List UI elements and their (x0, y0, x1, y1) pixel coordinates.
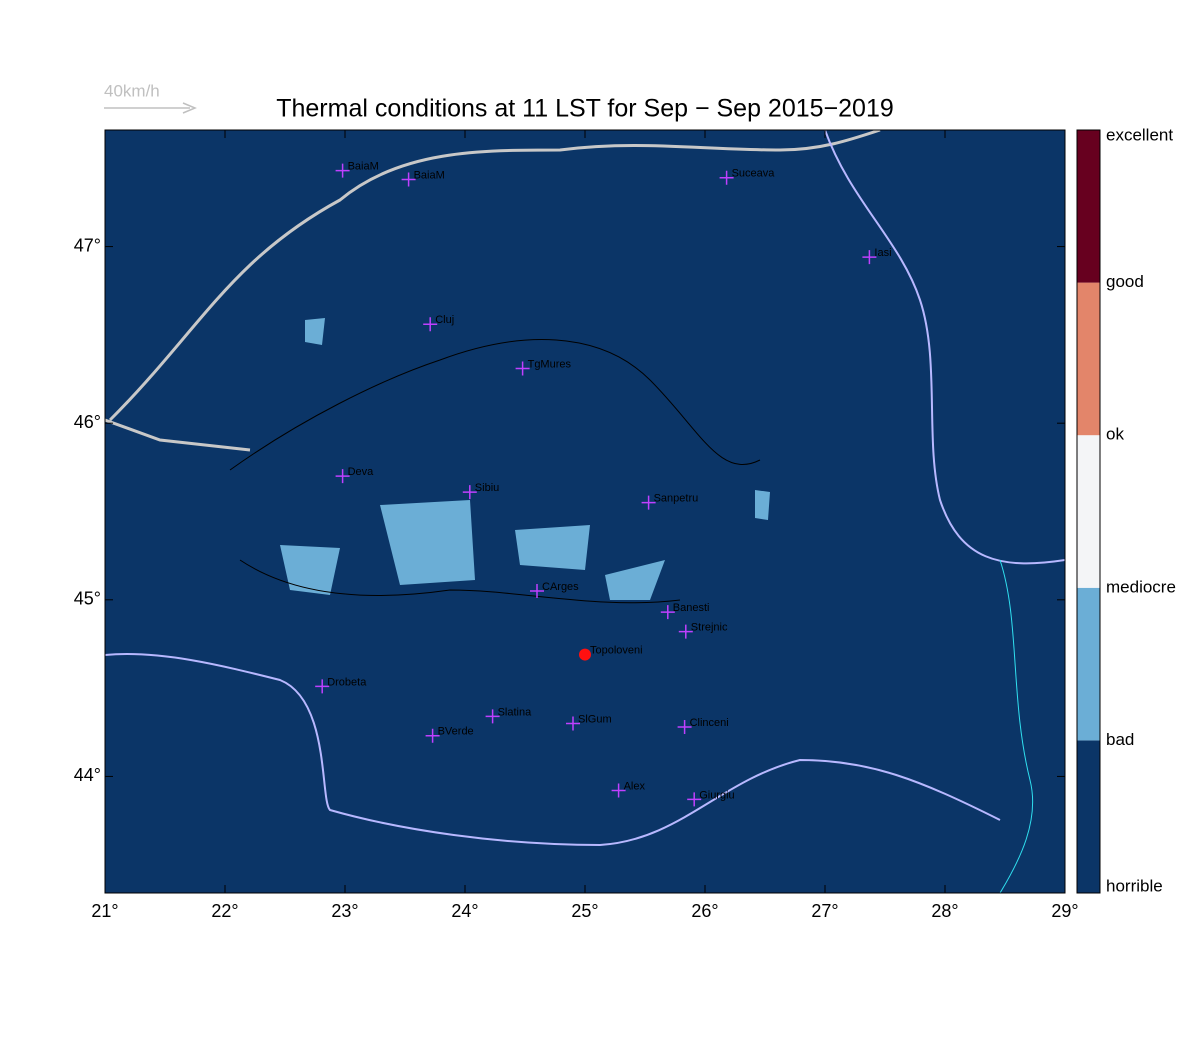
place-label: Banesti (673, 602, 710, 614)
border-line (105, 130, 881, 452)
place-label: Cluj (435, 314, 454, 326)
coastline (999, 559, 1034, 893)
place-label: Giurgiu (699, 789, 734, 801)
place-cross (485, 709, 500, 724)
place-label: Slatina (498, 706, 533, 718)
place-label: Sanpetru (654, 493, 699, 505)
x-tick-label: 27° (811, 901, 838, 921)
place-cross (641, 495, 656, 510)
colorbar-band (1077, 130, 1100, 283)
place-cross (566, 716, 580, 731)
x-tick-label: 21° (91, 901, 118, 921)
x-tick-label: 24° (451, 901, 478, 921)
place-label: Topoloveni (590, 644, 643, 656)
y-tick-label: 47° (74, 235, 101, 255)
wind-scale-label: 40km/h (104, 81, 160, 100)
colorbar-label: bad (1106, 730, 1134, 749)
wind-scale-arrowhead (182, 102, 197, 114)
place-label: Clinceni (690, 717, 729, 729)
colorbar-label: horrible (1106, 876, 1163, 895)
place-cross (401, 172, 416, 187)
map-title: Thermal conditions at 11 LST for Sep − S… (276, 95, 894, 123)
colorbar-band (1077, 282, 1100, 436)
colorbar-frame (1076, 129, 1101, 894)
place-cross (515, 361, 530, 376)
place-label: BVerde (438, 726, 474, 738)
colorbar-band (1077, 740, 1100, 893)
x-tick-label: 22° (211, 901, 238, 921)
map-features (105, 130, 1065, 893)
place-label: Suceava (732, 168, 776, 180)
colorbar-label: excellent (1106, 125, 1173, 144)
colorbar-label: mediocre (1106, 577, 1176, 596)
map-area (105, 130, 1065, 893)
place-cross (335, 163, 350, 178)
x-tick-label: 26° (691, 901, 718, 921)
place-label: Sibiu (475, 482, 499, 494)
place-label: Alex (624, 780, 646, 792)
place-label: CArges (542, 581, 579, 593)
place-cross (611, 783, 626, 798)
place-cross (660, 605, 675, 620)
bad-patches (280, 318, 770, 600)
place-cross (530, 583, 544, 598)
place-cross (687, 792, 702, 807)
x-tick-label: 23° (331, 901, 358, 921)
x-tick-label: 29° (1051, 901, 1078, 921)
colorbar-label: good (1106, 272, 1144, 291)
place-label: TgMures (528, 358, 572, 370)
y-tick-label: 46° (74, 412, 101, 432)
place-label: BaiaM (414, 169, 445, 181)
colorbar-label: ok (1106, 425, 1124, 444)
y-tick-label: 45° (74, 589, 101, 609)
place-cross (423, 317, 438, 332)
place-cross (335, 469, 350, 484)
y-tick-label: 44° (74, 765, 101, 785)
colorbar-band (1077, 587, 1100, 741)
place-label: Iasi (874, 247, 891, 259)
contour-line (229, 339, 761, 604)
place-cross (719, 170, 734, 185)
place-cross (678, 624, 693, 639)
place-cross (677, 719, 692, 734)
x-tick-label: 28° (931, 901, 958, 921)
place-dot (579, 648, 591, 661)
places: BaiaM BaiaM Suceava Iasi Cluj TgMures Deva Sibi… (315, 161, 892, 807)
place-label: BaiaM (348, 161, 379, 173)
place-label: Deva (348, 466, 375, 478)
place-label: SlGum (578, 713, 612, 725)
river-border (105, 130, 1065, 847)
colorbar-band (1077, 435, 1100, 588)
place-cross (315, 679, 330, 694)
place-cross (862, 250, 877, 265)
place-cross (425, 728, 440, 743)
place-cross (462, 485, 477, 500)
place-label: Strejnic (691, 622, 728, 634)
x-tick-label: 25° (571, 901, 598, 921)
place-label: Drobeta (327, 676, 367, 688)
